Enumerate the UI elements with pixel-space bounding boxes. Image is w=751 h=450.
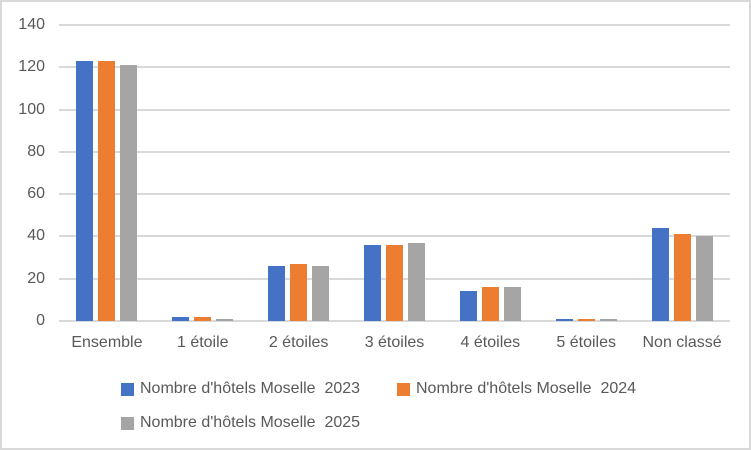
bar-group [347, 25, 443, 321]
bar-series-1-ensemble [98, 60, 116, 321]
bar-series-1-4-étoiles [481, 287, 499, 321]
bar-series-2-5-étoiles [599, 318, 617, 321]
bar-series-2-2-étoiles [312, 266, 330, 321]
bar-series-1-2-étoiles [290, 263, 308, 321]
x-axis-category-label: Ensemble [71, 334, 143, 351]
y-axis-tick-label: 0 [36, 312, 45, 329]
x-axis-category-label: 3 étoiles [364, 334, 425, 351]
legend-item: Nombre d'hôtels Moselle 2024 [397, 379, 673, 399]
bar-series-0-ensemble [76, 60, 94, 321]
bar-series-2-ensemble [120, 65, 138, 321]
bar-series-2-non-classé [695, 236, 713, 321]
bar-series-0-5-étoiles [555, 318, 573, 321]
bar-series-0-2-étoiles [268, 266, 286, 321]
bar-series-2-1-étoile [216, 318, 234, 321]
y-axis-tick-label: 40 [27, 227, 45, 245]
gridline [59, 150, 730, 153]
gridline [59, 193, 730, 196]
y-axis-tick-label: 120 [18, 58, 45, 76]
bar-group [59, 25, 155, 321]
gridline [59, 24, 730, 26]
bar-series-0-non-classé [651, 227, 669, 321]
bar-series-1-3-étoiles [385, 244, 403, 321]
bar-series-0-1-étoile [172, 316, 190, 321]
y-axis-tick-label: 60 [27, 185, 45, 203]
x-axis-category-label: Non classé [642, 334, 722, 351]
gridline [59, 66, 730, 69]
bar-series-1-non-classé [673, 234, 691, 321]
x-axis-category-label: 5 étoiles [556, 334, 616, 351]
y-axis-tick-label: 20 [27, 269, 45, 287]
gridline [59, 320, 730, 322]
bar-series-2-3-étoiles [407, 242, 425, 321]
bar-group [538, 25, 634, 321]
legend-label: Nombre d'hôtels Moselle 2025 [140, 414, 361, 431]
legend: Nombre d'hôtels Moselle 2023 Nombre d'hôt… [121, 379, 701, 433]
gridline [59, 235, 730, 238]
bar-group [155, 25, 251, 321]
bar-series-0-3-étoiles [363, 244, 381, 321]
legend-swatch-icon [397, 382, 410, 396]
legend-label: Nombre d'hôtels Moselle 2023 [140, 380, 361, 397]
legend-item: Nombre d'hôtels Moselle 2025 [121, 413, 397, 433]
bar-group [442, 25, 538, 321]
legend-swatch-icon [121, 416, 134, 430]
legend-label: Nombre d'hôtels Moselle 2024 [416, 380, 637, 397]
legend-swatch-icon [121, 382, 134, 396]
bar-series-2-4-étoiles [503, 287, 521, 321]
bar-group [634, 25, 730, 321]
bar-series-1-1-étoile [194, 316, 212, 321]
x-axis-category-label: 4 étoiles [460, 334, 521, 351]
y-axis-tick-label: 100 [18, 100, 45, 118]
x-axis-category-label: 1 étoile [176, 334, 229, 351]
x-axis-category-label: 2 étoiles [268, 334, 329, 351]
bar-series-0-4-étoiles [459, 291, 477, 321]
y-axis-tick-label: 140 [18, 16, 45, 33]
gridline [59, 108, 730, 111]
bar-series-1-5-étoiles [577, 318, 595, 321]
bar-group [251, 25, 347, 321]
y-axis-tick-label: 80 [27, 142, 45, 160]
legend-item: Nombre d'hôtels Moselle 2023 [121, 379, 397, 399]
